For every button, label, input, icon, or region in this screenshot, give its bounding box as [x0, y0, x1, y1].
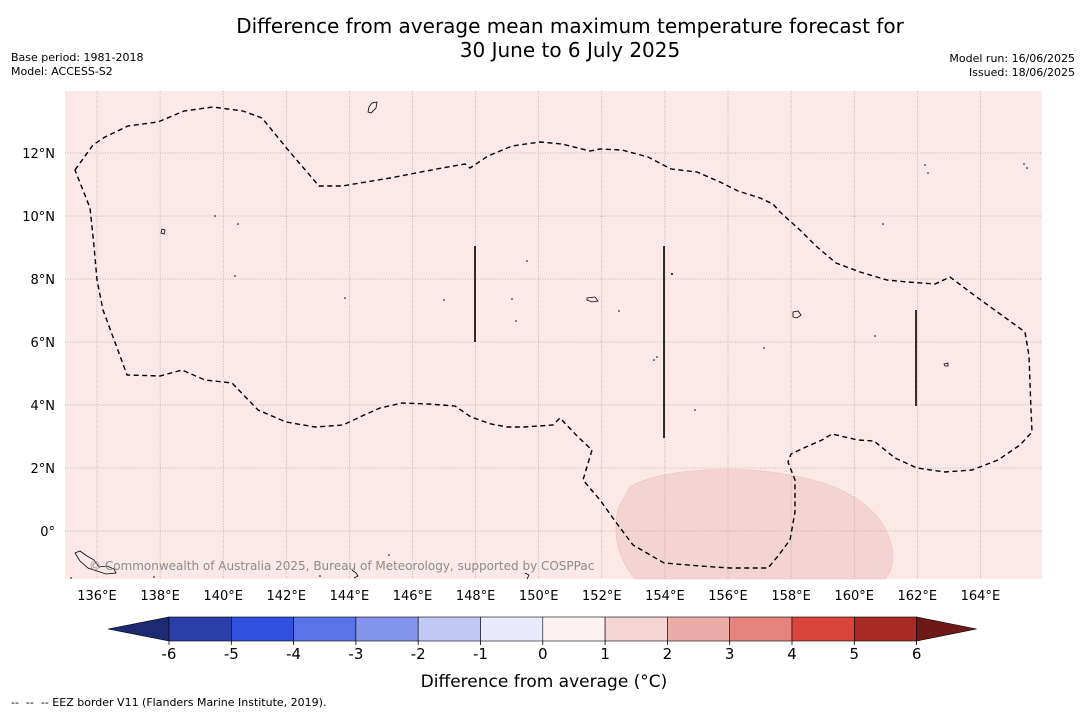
island-yap [160, 228, 166, 235]
title-line-1: Difference from average mean maximum tem… [236, 14, 904, 38]
island-small-1 [524, 572, 530, 580]
colorbar-segment [729, 616, 793, 642]
latitude-label: 0° [40, 525, 55, 540]
latitude-label: 6°N [31, 336, 56, 351]
longitude-label: 164°E [961, 589, 1001, 604]
copyright-text: © Commonwealth of Australia 2025, Bureau… [89, 559, 594, 573]
issued-date: Issued: 18/06/2025 [968, 66, 1075, 79]
longitude-label: 148°E [456, 589, 496, 604]
colorbar-tick-label: 2 [663, 645, 673, 663]
colorbar-extend-min [107, 616, 170, 642]
map-title: Difference from average mean maximum tem… [0, 14, 1085, 62]
colorbar-label: Difference from average (°C) [421, 672, 668, 692]
colorbar-segment [791, 616, 855, 642]
colorbar-tick-label: 4 [787, 645, 797, 663]
longitude-label: 156°E [708, 589, 748, 604]
latitude-label: 8°N [31, 273, 56, 288]
run-info: Model run: 16/06/2025 Issued: 18/06/2025 [949, 52, 1075, 80]
boundary-segments [474, 246, 917, 438]
colorbar-segment [480, 616, 544, 642]
longitude-label: 146°E [393, 589, 433, 604]
colorbar: -6 -5 -4 -3 -2 -1 0 1 2 3 4 5 6 [107, 616, 977, 663]
latitude-label: 12°N [22, 147, 55, 162]
colorbar-tick-label: 1 [600, 645, 610, 663]
colorbar-segment [853, 616, 917, 642]
colorbar-segment [604, 616, 668, 642]
colorbar-tick-label: -1 [473, 645, 488, 663]
longitude-label: 140°E [203, 589, 243, 604]
atoll-dots [70, 163, 1028, 579]
latitude-label: 4°N [31, 399, 56, 414]
longitude-label: 162°E [898, 589, 938, 604]
colorbar-tick-label: -3 [348, 645, 363, 663]
footnote-eez: -- -- -- EEZ border V11 (Flanders Marine… [11, 696, 327, 709]
colorbar-segment [542, 616, 606, 642]
base-period: Base period: 1981-2018 [11, 51, 144, 64]
colorbar-extend-max [916, 616, 977, 642]
longitude-label: 144°E [330, 589, 370, 604]
title-line-2: 30 June to 6 July 2025 [459, 38, 681, 62]
longitude-label: 138°E [140, 589, 180, 604]
island-small-2 [351, 569, 359, 579]
map-area [65, 91, 1042, 579]
colorbar-tick-label: -6 [162, 645, 177, 663]
longitude-label: 154°E [645, 589, 685, 604]
colorbar-tick-label: 6 [912, 645, 922, 663]
longitude-label: 142°E [267, 589, 307, 604]
model-info: Base period: 1981-2018 Model: ACCESS-S2 [11, 51, 143, 79]
model-name: Model: ACCESS-S2 [11, 65, 113, 78]
island-guam [367, 101, 378, 114]
colorbar-segment [355, 616, 419, 642]
colorbar-tick-label: -4 [286, 645, 301, 663]
model-run: Model run: 16/06/2025 [949, 52, 1075, 65]
colorbar-tick-label: -2 [411, 645, 426, 663]
colorbar-segment [168, 616, 232, 642]
islands [74, 101, 949, 580]
island-pohnpei [792, 310, 802, 319]
colorbar-tick-label: 3 [725, 645, 735, 663]
longitude-labels: 136°E 138°E 140°E 142°E 144°E 146°E 148°E 150°E… [77, 589, 1000, 604]
island-png-coast [74, 550, 117, 575]
latitude-labels: 12°N 10°N 8°N 6°N 4°N 2°N 0° [22, 147, 55, 540]
colorbar-segment [667, 616, 731, 642]
longitude-label: 152°E [582, 589, 622, 604]
anomaly-region-1-to-2 [615, 469, 893, 580]
longitude-label: 158°E [771, 589, 811, 604]
colorbar-segment [417, 616, 481, 642]
eez-border [74, 106, 1033, 569]
longitude-label: 160°E [834, 589, 874, 604]
colorbar-tick-label: -5 [224, 645, 239, 663]
longitude-label: 136°E [77, 589, 117, 604]
latitude-label: 2°N [31, 462, 56, 477]
island-kosrae [943, 362, 949, 367]
longitude-label: 150°E [519, 589, 559, 604]
colorbar-tick-label: 0 [538, 645, 548, 663]
colorbar-segment [231, 616, 294, 642]
latitude-label: 10°N [22, 210, 55, 225]
colorbar-segment [293, 616, 357, 642]
colorbar-tick-label: 5 [850, 645, 860, 663]
island-chuuk [586, 296, 599, 303]
graticule [65, 91, 1042, 579]
